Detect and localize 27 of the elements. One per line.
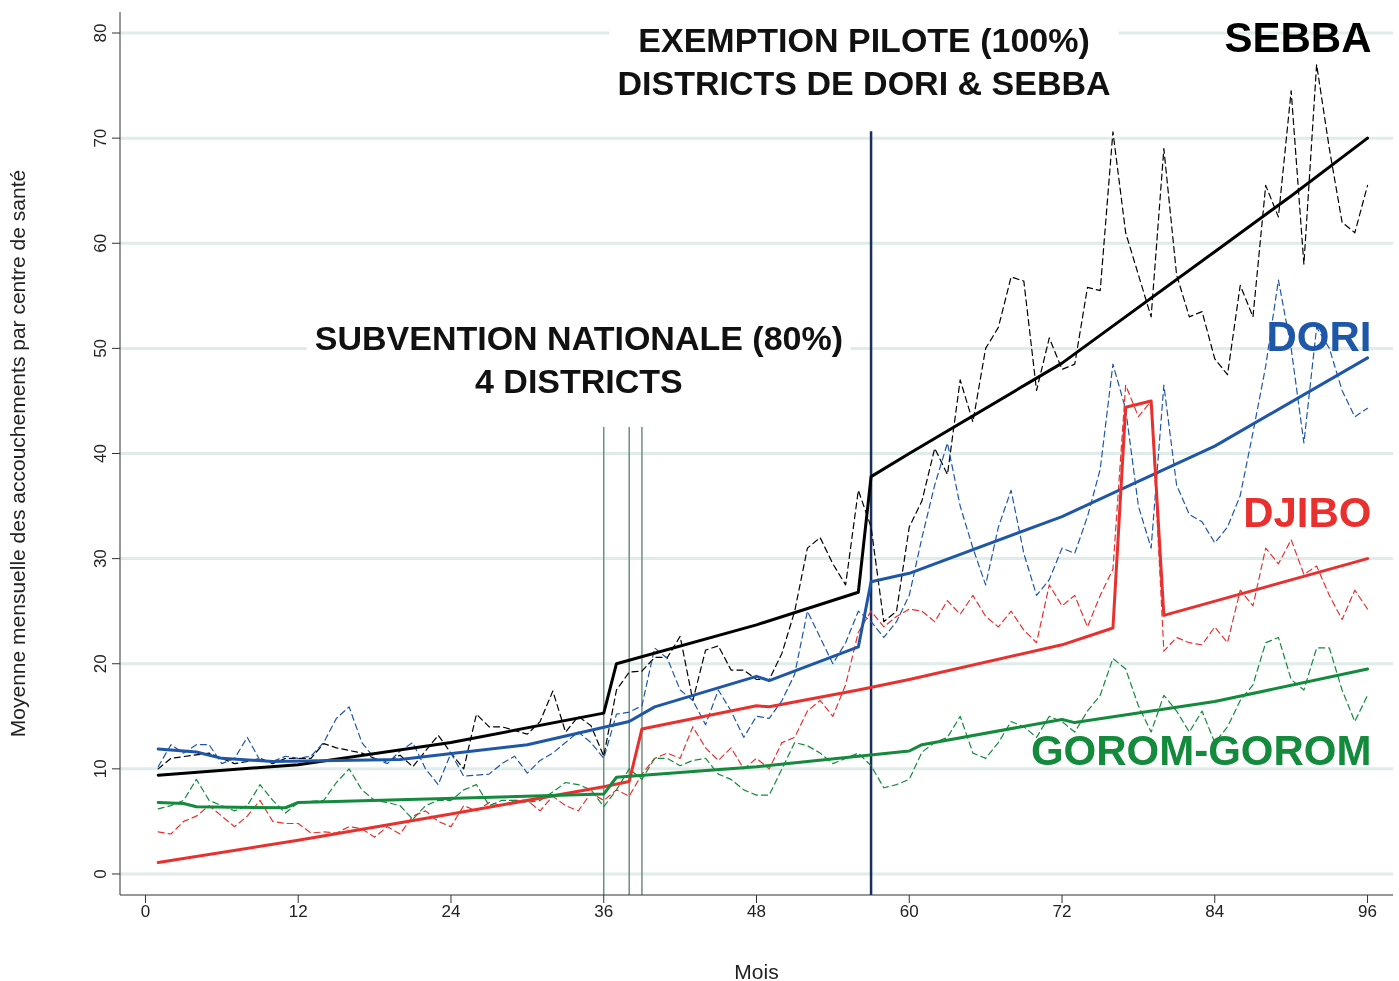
- y-tick-label: 80: [91, 23, 110, 43]
- x-tick-label: 60: [899, 902, 919, 922]
- ref-line-label: EXEMPTION PILOTE (100%) DISTRICTS DE DORI & SEBBA: [609, 19, 1119, 106]
- ref-line-label: SUBVENTION NATIONALE (80%) 4 DISTRICTS: [306, 317, 852, 403]
- y-tick-label: 60: [91, 233, 110, 253]
- x-tick-label: 36: [594, 902, 614, 922]
- x-tick-label: 84: [1205, 902, 1225, 922]
- y-tick-label: 50: [91, 338, 110, 358]
- series-label: SEBBA: [1223, 14, 1373, 62]
- x-tick-label: 96: [1358, 902, 1377, 922]
- line-series: [157, 279, 1369, 786]
- y-tick-label: 0: [91, 869, 110, 879]
- y-tick-label: 30: [91, 549, 110, 569]
- y-tick-label: 10: [91, 759, 110, 779]
- y-tick-label: 40: [91, 444, 110, 463]
- x-tick-label: 72: [1052, 902, 1072, 922]
- y-axis-title: Moyenne mensuelle des accouchements par centre de santé: [6, 169, 30, 738]
- y-tick-label: 20: [91, 654, 110, 674]
- x-tick-label: 0: [140, 902, 151, 922]
- x-tick-label: 48: [747, 902, 766, 922]
- x-tick-label: 12: [288, 902, 308, 922]
- x-tick-label: 24: [441, 902, 461, 922]
- series-label: DJIBO: [1242, 488, 1373, 536]
- x-axis-title: Mois: [734, 960, 779, 981]
- series-label: GOROM-GOROM: [1029, 726, 1373, 774]
- y-tick-label: 70: [91, 128, 110, 148]
- line-series: [157, 636, 1369, 820]
